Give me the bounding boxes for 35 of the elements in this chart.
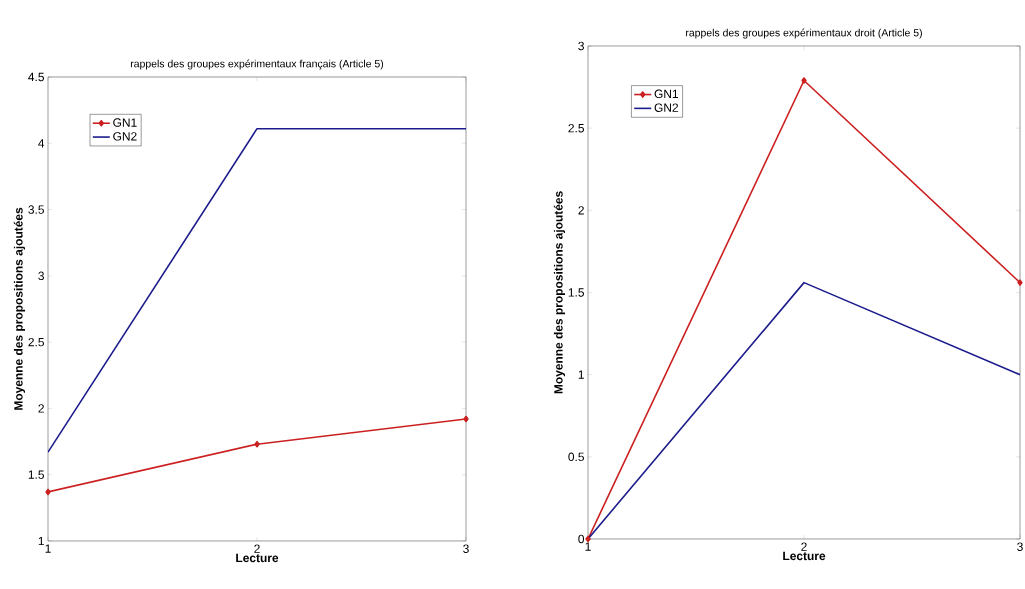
- point: [801, 77, 807, 84]
- point: [45, 488, 51, 496]
- y-tick-label: 4.5: [28, 72, 44, 82]
- y-tick-label: 2.5: [568, 123, 584, 133]
- y-tick-label: 4: [38, 139, 45, 148]
- x-axis-title: Lecture: [783, 551, 826, 561]
- y-tick-label: 1.5: [568, 288, 584, 297]
- legend-label: GN2: [113, 132, 137, 141]
- y-tick-label: 1: [578, 370, 584, 379]
- x-tick-label: 3: [1017, 542, 1023, 551]
- y-axis-title: Moyenne des propositions ajoutées: [553, 191, 566, 394]
- point: [254, 440, 260, 448]
- legend-label: GN2: [654, 103, 678, 112]
- y-tick-label: 3: [578, 41, 584, 51]
- x-tick-label: 1: [585, 542, 591, 551]
- y-tick-label: 0.5: [568, 452, 584, 462]
- point: [1017, 279, 1023, 286]
- y-tick-label: 3.5: [28, 205, 44, 214]
- x-tick-label: 2: [801, 542, 807, 551]
- chart-title: rappels des groupes expérimentaux droit (Article 5): [686, 28, 922, 39]
- y-tick-label: 2: [578, 206, 584, 215]
- y-axis-title: Moyenne des propositions ajoutées: [13, 207, 26, 410]
- x-tick-label: 3: [463, 544, 469, 553]
- y-tick-label: 1.5: [28, 470, 44, 479]
- x-axis-title: Lecture: [236, 553, 279, 563]
- point: [463, 415, 469, 423]
- x-tick-label: 2: [254, 544, 260, 553]
- x-tick-label: 1: [45, 544, 51, 553]
- legend-label: GN1: [654, 89, 679, 99]
- y-tick-label: 0: [578, 534, 585, 544]
- chart-title: rappels des groupes expérimentaux français (Article 5): [130, 59, 384, 70]
- legend-label: GN1: [113, 118, 137, 127]
- y-tick-label: 2.5: [28, 337, 44, 347]
- y-tick-label: 2: [38, 404, 44, 413]
- y-tick-label: 3: [38, 271, 44, 281]
